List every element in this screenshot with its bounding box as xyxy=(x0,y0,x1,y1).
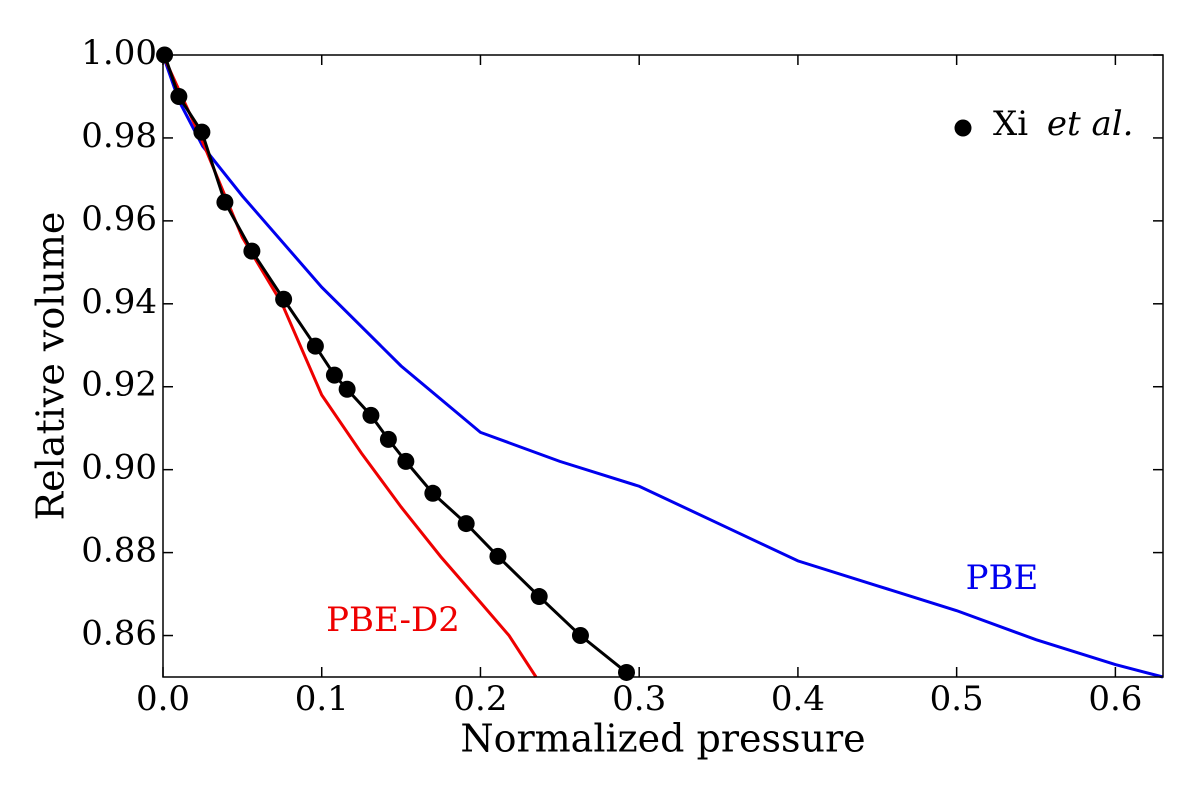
legend-marker xyxy=(954,119,972,137)
x-tick-label: 0.4 xyxy=(771,679,825,719)
series-label: PBE-D2 xyxy=(326,600,460,640)
y-tick-label: 0.94 xyxy=(81,282,157,322)
series-line xyxy=(163,54,628,674)
x-tick-label: 0.2 xyxy=(453,679,507,719)
data-point xyxy=(397,452,415,470)
data-point xyxy=(170,87,188,105)
data-point xyxy=(338,380,356,398)
y-axis-label: Relative volume xyxy=(29,212,73,521)
data-point xyxy=(275,290,293,308)
data-point xyxy=(216,193,234,211)
data-point xyxy=(193,123,211,141)
x-tick-label: 0.3 xyxy=(612,679,666,719)
x-tick-label: 0.6 xyxy=(1088,679,1142,719)
data-point xyxy=(424,484,442,502)
x-axis-label: Normalized pressure xyxy=(460,717,865,761)
y-tick-label: 0.98 xyxy=(81,116,157,156)
data-point xyxy=(489,547,507,565)
y-tick-label: 0.86 xyxy=(81,614,157,654)
y-tick-label: 0.92 xyxy=(81,365,157,405)
y-tick-label: 0.88 xyxy=(81,531,157,571)
data-point xyxy=(379,430,397,448)
data-point xyxy=(362,406,380,424)
data-point xyxy=(457,515,475,533)
data-point xyxy=(617,663,635,681)
data-point xyxy=(530,588,548,606)
series-line xyxy=(161,54,538,678)
data-point xyxy=(325,366,343,384)
y-tick-label: 1.00 xyxy=(81,33,157,73)
x-tick-label: 0.0 xyxy=(136,679,190,719)
y-tick-label: 0.96 xyxy=(81,199,157,239)
data-point xyxy=(243,242,261,260)
x-tick-label: 0.5 xyxy=(930,679,984,719)
x-tick-label: 0.1 xyxy=(295,679,349,719)
plot-frame xyxy=(162,54,1164,678)
series-label: PBE xyxy=(966,558,1039,598)
legend-label: Xi et al. xyxy=(993,104,1133,144)
data-point xyxy=(306,337,324,355)
y-tick-label: 0.90 xyxy=(81,448,157,488)
data-point xyxy=(571,627,589,645)
series-line xyxy=(161,54,1164,679)
